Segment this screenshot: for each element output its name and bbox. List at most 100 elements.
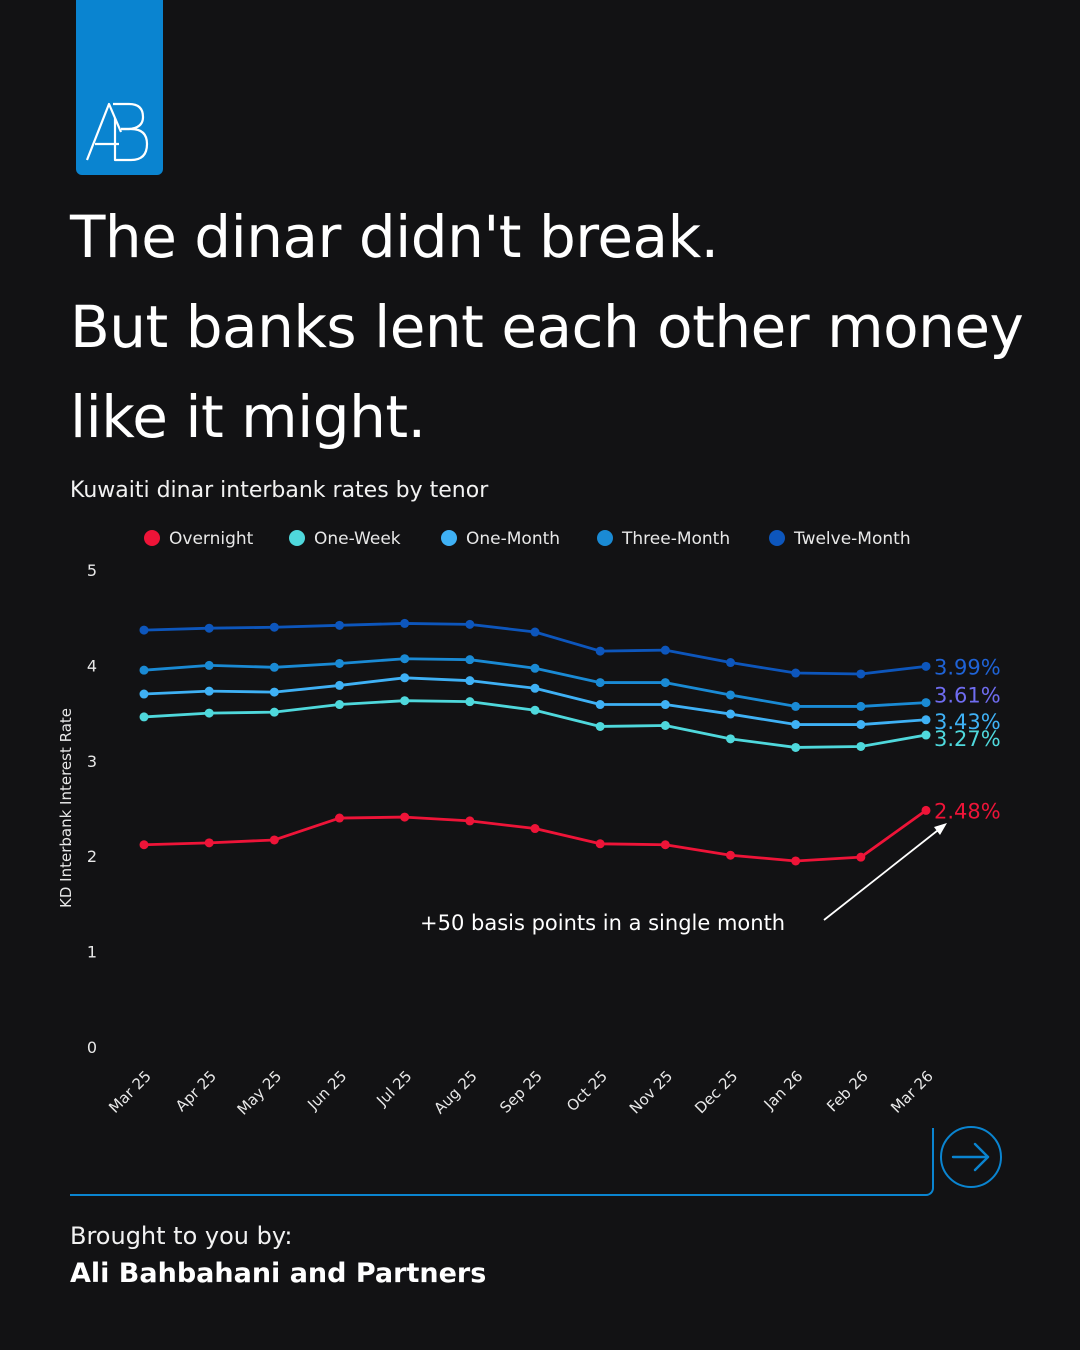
data-point — [269, 662, 279, 672]
data-point — [921, 698, 931, 708]
legend-marker — [289, 530, 305, 546]
data-point — [595, 646, 605, 656]
x-tick-label: Mar 26 — [887, 1067, 937, 1117]
series-twelve-month — [139, 618, 931, 679]
data-point — [139, 840, 149, 850]
x-tick-label: May 25 — [234, 1067, 286, 1119]
nav-divider-line — [70, 1128, 934, 1196]
headline: The dinar didn't break. But banks lent e… — [70, 192, 1050, 462]
data-point — [791, 668, 801, 678]
data-point — [791, 701, 801, 711]
data-point — [530, 705, 540, 715]
data-point — [726, 850, 735, 860]
data-point — [856, 720, 866, 730]
data-point — [139, 625, 149, 635]
data-point — [465, 619, 475, 629]
data-point — [335, 700, 344, 710]
end-value-label: 3.61% — [934, 684, 1001, 708]
data-point — [335, 680, 344, 690]
data-point — [726, 709, 735, 719]
legend-marker — [769, 530, 785, 546]
data-point — [139, 665, 149, 675]
data-point — [400, 618, 410, 628]
data-point — [595, 678, 605, 688]
data-point — [335, 813, 344, 823]
end-value-label: 2.48% — [934, 799, 1001, 823]
data-point — [139, 712, 149, 722]
data-point — [660, 678, 670, 688]
y-tick-label: 5 — [87, 561, 97, 580]
data-point — [269, 622, 279, 632]
legend-marker — [597, 530, 613, 546]
y-tick-label: 2 — [87, 847, 97, 866]
y-tick-label: 1 — [87, 943, 97, 962]
legend-label: Twelve-Month — [793, 529, 911, 549]
legend-label: One-Month — [466, 529, 560, 549]
x-tick-label: Nov 25 — [626, 1067, 676, 1117]
y-tick-label: 3 — [87, 752, 97, 771]
logo-tab — [76, 0, 163, 175]
data-point — [465, 816, 475, 826]
legend-label: Overnight — [169, 529, 254, 549]
data-point — [921, 715, 931, 725]
data-point — [660, 840, 670, 850]
ab-logo-icon — [85, 102, 149, 162]
data-point — [856, 701, 866, 711]
x-tick-label: Sep 25 — [496, 1067, 546, 1117]
legend-label: One-Week — [314, 529, 401, 549]
data-point — [465, 676, 475, 686]
series-three-month — [139, 654, 931, 711]
data-point — [595, 721, 605, 731]
x-tick-label: Jan 26 — [760, 1067, 807, 1114]
series-line — [142, 809, 928, 863]
data-point — [856, 741, 866, 751]
y-axis-label: KD Interbank Interest Rate — [57, 708, 75, 908]
chart-title: Kuwaiti dinar interbank rates by tenor — [70, 478, 489, 503]
data-point — [400, 654, 410, 664]
data-point — [660, 645, 670, 655]
data-point — [335, 658, 344, 668]
x-tick-label: Jul 25 — [372, 1067, 415, 1110]
series-overnight — [139, 805, 931, 866]
data-point — [791, 720, 801, 730]
next-button[interactable] — [940, 1126, 1002, 1188]
headline-line-3: like it might. — [70, 383, 426, 451]
data-point — [530, 663, 540, 673]
data-point — [530, 627, 540, 637]
end-value-label: 3.43% — [934, 710, 1001, 734]
data-point — [400, 812, 410, 822]
line-chart: Overnight One-Week One-Month Three-Month Twe… — [57, 529, 1001, 1119]
y-tick-label: 0 — [87, 1038, 97, 1057]
data-point — [204, 838, 214, 848]
annotation-text: +50 basis points in a single month — [420, 911, 785, 935]
end-value-label: 3.27% — [934, 727, 1001, 751]
data-point — [595, 700, 605, 710]
data-point — [204, 660, 214, 670]
data-point — [204, 623, 214, 633]
x-tick-label: Dec 25 — [691, 1067, 741, 1117]
data-point — [791, 856, 801, 866]
legend-marker — [441, 530, 457, 546]
x-tick-label: Mar 25 — [105, 1067, 155, 1117]
series-one-month — [139, 673, 931, 730]
series-one-week — [139, 696, 931, 752]
data-point — [465, 655, 475, 665]
data-point — [726, 690, 735, 700]
data-point — [530, 683, 540, 693]
x-tick-label: Oct 25 — [563, 1067, 611, 1115]
data-point — [269, 687, 279, 697]
y-tick-label: 4 — [87, 656, 97, 675]
data-point — [921, 661, 931, 671]
data-point — [530, 824, 540, 834]
data-point — [660, 700, 670, 710]
end-value-label: 3.99% — [934, 655, 1001, 679]
data-point — [660, 721, 670, 731]
headline-line-2: But banks lent each other money — [70, 293, 1024, 361]
data-point — [465, 697, 475, 707]
credit-name: Ali Bahbahani and Partners — [70, 1258, 487, 1289]
annotation-arrow-head — [934, 823, 947, 835]
data-point — [791, 742, 801, 752]
data-point — [726, 734, 735, 744]
data-point — [921, 730, 931, 740]
data-point — [335, 620, 344, 630]
